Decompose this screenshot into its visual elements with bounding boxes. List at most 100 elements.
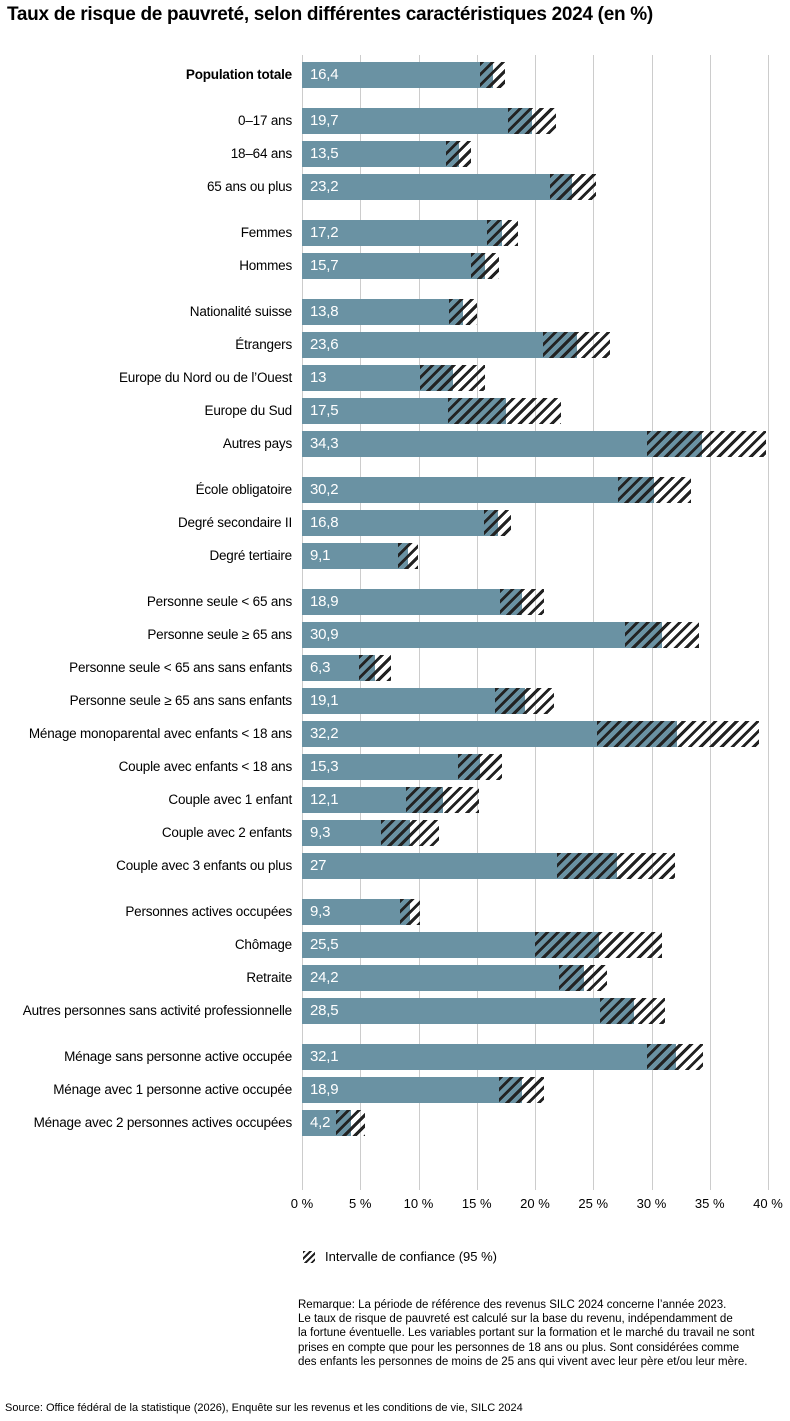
bar-row: Personnes actives occupées 9,3 <box>0 899 790 925</box>
bar-group: Nationalité suisse 13,8 Étrangers 23,6 Europ… <box>0 299 790 457</box>
bar-value-label: 24,2 <box>310 969 339 986</box>
bar-row: Personne seule ≥ 65 ans sans enfants 19,1 <box>0 688 790 714</box>
category-label: Personne seule < 65 ans sans enfants <box>69 660 292 675</box>
row-plot: 24,2 <box>302 965 790 991</box>
bar-group: Ménage sans personne active occupée 32,1 M… <box>0 1044 790 1136</box>
confidence-interval-hatch <box>559 965 608 991</box>
row-plot: 9,1 <box>302 543 790 569</box>
bar: 24,2 <box>302 965 584 991</box>
confidence-interval-hatch <box>498 1077 545 1103</box>
bar-value-label: 17,5 <box>310 402 339 419</box>
bar-group: Personnes actives occupées 9,3 Chômage 25,5… <box>0 899 790 1024</box>
bar: 16,8 <box>302 510 498 536</box>
bar-value-label: 4,2 <box>310 1114 331 1131</box>
bar-row: Ménage sans personne active occupée 32,1 <box>0 1044 790 1070</box>
confidence-interval-hatch-icon <box>303 1250 315 1263</box>
row-plot: 16,4 <box>302 62 790 88</box>
bar-group: 0–17 ans 19,7 18–64 ans 13,5 65 ans ou plus 2… <box>0 108 790 200</box>
confidence-interval-hatch <box>617 477 692 503</box>
x-axis-tick-label: 40 % <box>753 1196 783 1211</box>
row-plot: 32,2 <box>302 721 790 747</box>
bar-value-label: 23,6 <box>310 336 339 353</box>
confidence-interval-hatch <box>483 510 511 536</box>
x-axis-tick-label: 0 % <box>290 1196 314 1211</box>
chart-title: Taux de risque de pauvreté, selon différ… <box>7 4 653 25</box>
bar: 15,7 <box>302 253 485 279</box>
x-axis-tick-label: 15 % <box>461 1196 492 1211</box>
row-plot: 12,1 <box>302 787 790 813</box>
bar-value-label: 32,2 <box>310 725 339 742</box>
confidence-interval-hatch <box>480 62 505 88</box>
category-label: École obligatoire <box>195 482 293 497</box>
row-plot: 15,3 <box>302 754 790 780</box>
confidence-interval-hatch <box>335 1110 365 1136</box>
row-plot: 18,9 <box>302 589 790 615</box>
confidence-interval-hatch <box>359 655 391 681</box>
bar-value-label: 23,2 <box>310 178 339 195</box>
bar-group: École obligatoire 30,2 Degré secondaire II… <box>0 477 790 569</box>
category-label: Chômage <box>234 937 292 952</box>
bar-value-label: 19,1 <box>310 692 339 709</box>
category-label: Personne seule ≥ 65 ans <box>147 627 292 642</box>
bar-value-label: 6,3 <box>310 659 331 676</box>
confidence-interval-hatch <box>458 754 503 780</box>
bar-row: Chômage 25,5 <box>0 932 790 958</box>
confidence-interval-hatch <box>557 853 675 879</box>
bar: 19,7 <box>302 108 532 134</box>
bar-row: Nationalité suisse 13,8 <box>0 299 790 325</box>
bar: 17,2 <box>302 220 503 246</box>
row-plot: 6,3 <box>302 655 790 681</box>
bar-value-label: 25,5 <box>310 936 339 953</box>
bar-group: Personne seule < 65 ans 18,9 Personne seul… <box>0 589 790 879</box>
bar-row: Ménage avec 1 personne active occupée 18,… <box>0 1077 790 1103</box>
bar: 30,9 <box>302 622 662 648</box>
category-label: Personne seule ≥ 65 ans sans enfants <box>69 693 293 708</box>
bar: 9,1 <box>302 543 408 569</box>
row-plot: 30,2 <box>302 477 790 503</box>
remark-line: prises en compte que pour les personnes … <box>298 1341 740 1354</box>
bar-value-label: 28,5 <box>310 1002 339 1019</box>
confidence-interval-hatch <box>487 220 518 246</box>
x-axis-tick-label: 20 % <box>520 1196 550 1211</box>
row-plot: 27 <box>302 853 790 879</box>
bar-row: Femmes 17,2 <box>0 220 790 246</box>
row-plot: 16,8 <box>302 510 790 536</box>
category-label: Ménage avec 1 personne active occupée <box>53 1082 292 1097</box>
row-plot: 23,2 <box>302 174 790 200</box>
bar-value-label: 16,4 <box>310 66 339 83</box>
bar: 28,5 <box>302 998 635 1024</box>
bar: 23,2 <box>302 174 573 200</box>
bar-row: Population totale 16,4 <box>0 62 790 88</box>
category-label: Femmes <box>240 225 293 240</box>
bar-value-label: 30,2 <box>310 481 339 498</box>
category-label: Couple avec 2 enfants <box>161 825 292 840</box>
bar-value-label: 15,3 <box>310 758 339 775</box>
bar-row: Couple avec 2 enfants 9,3 <box>0 820 790 846</box>
bar: 15,3 <box>302 754 481 780</box>
row-plot: 28,5 <box>302 998 790 1024</box>
confidence-interval-hatch <box>381 820 440 846</box>
bar-row: Ménage avec 2 personnes actives occupées… <box>0 1110 790 1136</box>
row-plot: 13 <box>302 365 790 391</box>
bar-value-label: 18,9 <box>310 1081 339 1098</box>
confidence-interval-hatch <box>543 332 610 358</box>
category-label: Autres personnes sans activité professio… <box>22 1003 292 1018</box>
category-label: Degré secondaire II <box>177 515 292 530</box>
category-label: Couple avec 1 enfant <box>168 792 292 807</box>
bar-value-label: 27 <box>310 857 327 874</box>
bar-row: 18–64 ans 13,5 <box>0 141 790 167</box>
bar-row: Ménage monoparental avec enfants < 18 an… <box>0 721 790 747</box>
gridline <box>709 55 711 1190</box>
category-label: Europe du Nord ou de l’Ouest <box>118 370 292 385</box>
row-plot: 23,6 <box>302 332 790 358</box>
legend-label: Intervalle de confiance (95 %) <box>325 1249 497 1264</box>
bar-row: Retraite 24,2 <box>0 965 790 991</box>
bar-row: Couple avec enfants < 18 ans 15,3 <box>0 754 790 780</box>
category-label: Autres pays <box>222 436 292 451</box>
category-label: 65 ans ou plus <box>206 179 292 194</box>
row-plot: 9,3 <box>302 820 790 846</box>
category-label: Étrangers <box>235 337 292 352</box>
confidence-interval-hatch <box>405 787 480 813</box>
category-label: Ménage avec 2 personnes actives occupées <box>33 1115 293 1130</box>
bar-row: Personne seule ≥ 65 ans 30,9 <box>0 622 790 648</box>
